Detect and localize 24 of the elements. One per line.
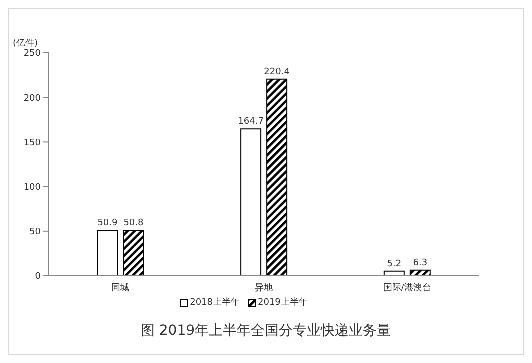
x-tick-label: 国际/港澳台 [383,282,432,294]
legend-label: 2019上半年 [257,296,308,309]
y-tick-label: 200 [24,94,42,104]
data-label: 220.4 [264,67,290,78]
bar [410,270,431,276]
x-tick-label: 异地 [255,282,273,294]
data-label: 164.7 [238,117,264,128]
data-label: 5.2 [387,259,402,270]
data-label: 50.8 [124,218,144,229]
y-axis-title: (亿件) [13,38,38,49]
bar [97,230,118,276]
bar [123,230,144,276]
y-tick-label: 100 [24,182,42,193]
bar [266,78,288,276]
y-tick-label: 50 [30,228,42,238]
text: 图 2019年上半年全国分专业快递业务量 [140,322,392,340]
legend-label: 2018上半年 [189,296,240,309]
bar [240,128,262,276]
y-tick-label: 250 [24,49,42,60]
x-tick-label: 同城 [112,282,130,294]
y-tick-label: 150 [24,138,42,148]
data-label: 6.3 [413,258,428,268]
y-tick-label: 0 [35,272,42,282]
data-label: 50.9 [98,218,118,229]
